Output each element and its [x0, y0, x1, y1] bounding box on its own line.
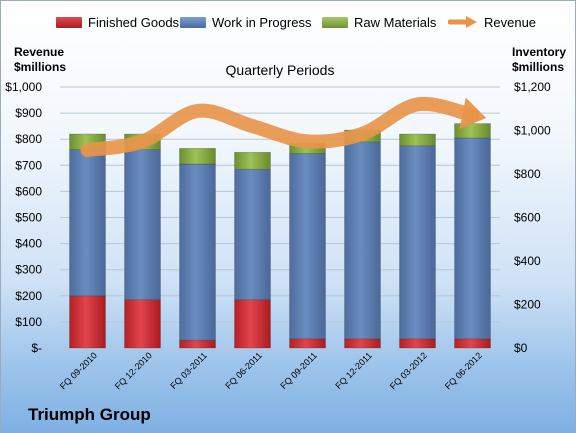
left-tick-label: $1,000: [5, 80, 42, 94]
bar-finished-goods: [344, 338, 381, 349]
right-axis-title-line1: Inventory: [512, 45, 567, 59]
legend-swatch-finished-goods: [56, 16, 82, 28]
legend-item-raw-materials: Raw Materials: [322, 12, 436, 32]
revenue-line: [80, 96, 480, 158]
right-tick-label: $0: [514, 341, 528, 355]
x-tick-label: FQ 03-2011: [168, 350, 209, 391]
legend-swatch-work-in-progress: [180, 16, 206, 28]
bar-raw-materials: [454, 123, 491, 139]
bar-work-in-progress: [179, 163, 216, 341]
bar-work-in-progress: [399, 145, 436, 340]
bar-work-in-progress: [344, 141, 381, 340]
right-tick-label: $400: [514, 254, 541, 268]
legend-label-work-in-progress: Work in Progress: [212, 14, 312, 30]
legend-label-finished-goods: Finished Goods: [88, 14, 180, 30]
bar-finished-goods: [69, 295, 106, 349]
bar-finished-goods: [399, 338, 436, 349]
left-tick-label: $100: [15, 315, 42, 329]
bar-work-in-progress: [69, 149, 106, 297]
bar-finished-goods: [454, 338, 491, 349]
right-tick-label: $1,000: [514, 124, 551, 138]
x-tick-label: FQ 06-2012: [443, 350, 484, 391]
legend-item-revenue: Revenue: [448, 12, 536, 32]
bar-finished-goods: [234, 299, 271, 349]
right-tick-label: $800: [514, 167, 541, 181]
left-axis-title: Revenue $millions: [14, 45, 66, 75]
left-axis-title-line2: $millions: [14, 60, 67, 74]
bar-finished-goods: [179, 339, 216, 349]
bar-finished-goods: [289, 338, 326, 349]
x-tick-label: FQ 12-2011: [333, 350, 374, 391]
legend-label-revenue: Revenue: [484, 14, 537, 30]
bar-series: [69, 123, 491, 349]
right-tick-label: $200: [514, 298, 541, 312]
bar-work-in-progress: [454, 137, 491, 340]
legend-label-raw-materials: Raw Materials: [354, 14, 437, 30]
revenue-arrow-head: [459, 97, 487, 130]
left-tick-label: $700: [15, 158, 42, 172]
bar-raw-materials: [399, 133, 436, 147]
left-tick-label: $500: [15, 211, 42, 225]
x-tick-label: FQ 03-2012: [388, 350, 429, 391]
bar-work-in-progress: [124, 149, 161, 301]
x-tick-label: FQ 09-2011: [278, 350, 319, 391]
legend-item-work-in-progress: Work in Progress: [180, 12, 311, 32]
chart-title: Quarterly Periods: [226, 62, 335, 78]
left-tick-label: $400: [15, 237, 42, 251]
x-tick-label: FQ 09-2010: [58, 350, 99, 391]
right-axis-title-line2: $millions: [512, 60, 565, 74]
company-name: Triumph Group: [28, 405, 151, 424]
left-tick-label: $200: [15, 289, 42, 303]
bar-work-in-progress: [234, 168, 271, 301]
bar-raw-materials: [179, 148, 216, 165]
bar-finished-goods: [124, 299, 161, 349]
x-tick-label: FQ 06-2011: [223, 350, 264, 391]
left-axis-title-line1: Revenue: [14, 45, 65, 59]
x-axis-ticks: FQ 09-2010 FQ 12-2010 FQ 03-2011 FQ 06-2011…: [58, 350, 484, 391]
legend-swatch-raw-materials: [322, 16, 348, 28]
chart-legend: Finished Goods Work in Progress Raw Mate…: [0, 12, 576, 32]
right-axis-title: Inventory $millions: [512, 45, 566, 75]
left-axis-ticks: $- $100 $200 $300 $400 $500 $600 $700 $800 $900 $1…: [5, 80, 42, 355]
left-tick-label: $600: [15, 184, 42, 198]
revenue-line-series: [80, 96, 487, 158]
legend-arrow-icon: [448, 16, 477, 28]
x-tick-label: FQ 12-2010: [113, 350, 154, 391]
legend-item-finished-goods: Finished Goods: [56, 12, 179, 32]
bar-work-in-progress: [289, 153, 326, 340]
right-axis-ticks: $0 $200 $400 $600 $800 $1,000 $1,200: [514, 80, 551, 355]
bar-raw-materials: [234, 151, 271, 170]
left-tick-label: $800: [15, 132, 42, 146]
left-tick-label: $300: [15, 263, 42, 277]
left-tick-label: $900: [15, 106, 42, 120]
right-tick-label: $600: [514, 211, 541, 225]
right-tick-label: $1,200: [514, 80, 551, 94]
left-tick-label: $-: [31, 341, 42, 355]
